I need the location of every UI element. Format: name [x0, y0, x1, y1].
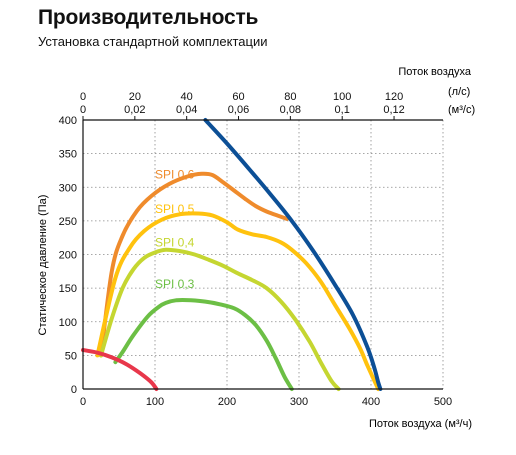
series-line-spi-0-6 — [99, 171, 289, 358]
grid — [82, 119, 444, 390]
top-axis-unit-m3s: (м³/с) — [448, 104, 475, 116]
top-axis-title: Поток воздуха — [398, 66, 471, 78]
top-ls-tick-label: 80 — [284, 91, 296, 103]
top-m3s-tick-label: 0,12 — [383, 104, 404, 116]
series-label: SPI 0,4 — [155, 235, 195, 249]
top-ls-tick-label: 40 — [181, 91, 193, 103]
y-tick-label: 50 — [65, 350, 77, 362]
y-tick-label: 400 — [59, 115, 77, 127]
series-label: SPI 0,3 — [155, 277, 195, 291]
x-tick-label: 100 — [146, 396, 164, 408]
x-tick-label: 200 — [218, 396, 236, 408]
y-tick-label: 350 — [59, 149, 77, 161]
top-m3s-tick-label: 0,06 — [228, 104, 249, 116]
top-axis-unit-ls: (л/с) — [448, 86, 470, 98]
y-tick-label: 200 — [59, 250, 77, 262]
top-ls-tick-label: 60 — [232, 91, 244, 103]
series-label: SPI 0,5 — [155, 202, 195, 216]
x-tick-label: 400 — [362, 396, 380, 408]
x-tick-label: 300 — [290, 396, 308, 408]
x-axis-title: Поток воздуха (м³/ч) — [369, 418, 472, 430]
x-tick-label: 0 — [80, 396, 86, 408]
series-label: SPI 0,6 — [155, 168, 195, 182]
y-tick-label: 0 — [71, 384, 77, 396]
y-tick-label: 150 — [59, 283, 77, 295]
x-tick-label: 500 — [434, 396, 452, 408]
top-ls-tick-label: 0 — [80, 91, 86, 103]
page-title: Производительность — [38, 6, 259, 29]
series-labels: SPI 0,6 SPI 0,5 SPI 0,4 SPI 0,3 — [155, 168, 195, 292]
series-line-5 — [203, 118, 383, 391]
top-ls-tick-label: 120 — [385, 91, 403, 103]
y-tick-label: 100 — [59, 317, 77, 329]
series-line-spi-0-4 — [99, 247, 341, 391]
top-m3s-tick-label: 0,04 — [176, 104, 197, 116]
series-line-spi-0-3 — [113, 297, 294, 391]
top-m3s-tick-label: 0,1 — [335, 104, 350, 116]
series-layer — [81, 118, 383, 391]
y-tick-label: 300 — [59, 182, 77, 194]
series-line-spi-0-5 — [95, 211, 381, 391]
top-m3s-tick-label: 0,08 — [280, 104, 301, 116]
y-axis-title: Статическое давление (Па) — [37, 195, 49, 336]
page-subtitle: Установка стандартной комплектации — [38, 34, 268, 49]
top-ls-tick-label: 20 — [129, 91, 141, 103]
series-line-4 — [81, 348, 159, 391]
top-ls-tick-label: 100 — [333, 91, 351, 103]
top-m3s-tick-label: 0 — [80, 104, 86, 116]
y-tick-label: 250 — [59, 216, 77, 228]
top-m3s-tick-label: 0,02 — [124, 104, 145, 116]
